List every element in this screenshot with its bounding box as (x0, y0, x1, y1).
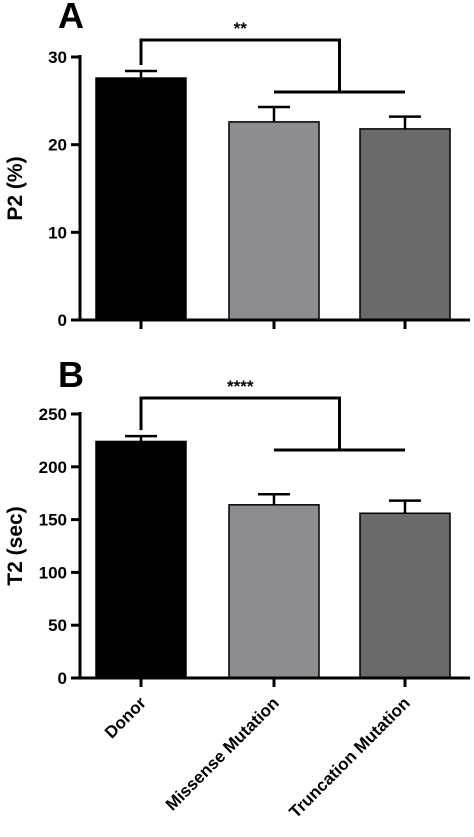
y-tick-label: 50 (48, 616, 67, 635)
bar-truncation-mutation (359, 128, 451, 321)
y-tick-label: 200 (39, 458, 67, 477)
x-category-label: Donor (101, 693, 150, 742)
x-category-label: Missense Mutation (162, 693, 283, 814)
y-tick-label: 250 (39, 405, 67, 424)
y-tick-label: 0 (58, 311, 67, 330)
y-axis-label: P2 (%) (4, 156, 27, 220)
bar-missense-mutation (228, 504, 320, 679)
x-category-label: Truncation Mutation (286, 693, 414, 821)
significance-label: **** (227, 377, 254, 396)
significance-bracket (139, 38, 341, 92)
bar-truncation-mutation (359, 512, 451, 679)
bar-donor (95, 77, 187, 321)
y-tick-label: 20 (48, 136, 67, 155)
bar-missense-mutation (228, 121, 320, 321)
y-axis-label: T2 (sec) (4, 506, 27, 585)
bar-donor (95, 440, 187, 679)
panel-letter: A (58, 0, 84, 36)
y-tick-label: 0 (58, 669, 67, 688)
panel-letter: B (58, 354, 84, 395)
significance-label: ** (234, 19, 248, 38)
significance-bracket (139, 396, 341, 450)
y-tick-label: 30 (48, 48, 67, 67)
y-tick-label: 100 (39, 563, 67, 582)
y-tick-label: 150 (39, 511, 67, 530)
y-tick-label: 10 (48, 223, 67, 242)
